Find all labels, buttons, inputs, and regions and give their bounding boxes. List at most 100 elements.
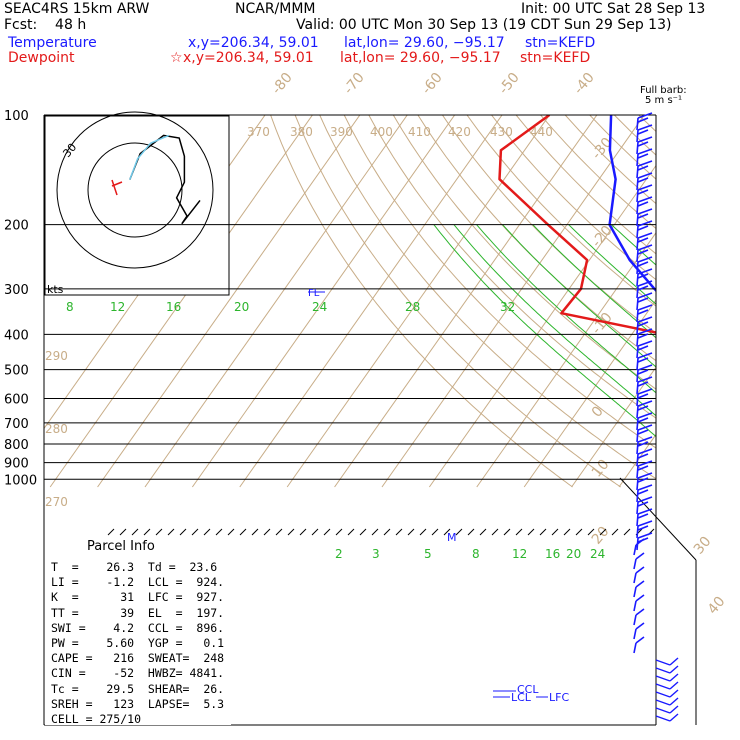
parcel-info-row: LI = -1.2 LCL = 924.	[51, 575, 225, 590]
wind-barb-shaft	[636, 309, 639, 323]
parcel-info-panel: Parcel Info T = 26.3 Td = 23.6 LI = -1.2 …	[45, 537, 231, 727]
hatch-mark	[575, 528, 583, 536]
dewpoint-station: stn=KEFD	[520, 50, 591, 66]
mixing-ratio-label: 8	[472, 547, 480, 561]
series-line-dewpoint	[498, 115, 656, 334]
wind-barb-flag	[637, 261, 649, 267]
hatch-mark	[491, 528, 499, 536]
dry-adiabat-line	[368, 115, 656, 419]
hatch-mark	[527, 528, 535, 536]
mixing-ratio-label: 5	[424, 547, 432, 561]
isotherm-line	[286, 115, 551, 488]
moist-adiabat-label: 28	[405, 300, 420, 314]
wind-barb-flag	[637, 285, 649, 291]
wind-barb-flag	[637, 208, 653, 215]
hatch-mark	[335, 528, 343, 536]
mixing-ratio-label: 12	[512, 547, 527, 561]
hatch-mark	[107, 528, 115, 536]
isotherm-label: 40	[705, 594, 729, 618]
wind-barb-flag	[637, 460, 653, 467]
theta-label: 270	[45, 495, 68, 509]
wind-barb-flag	[635, 594, 645, 602]
wind-barb-flag	[637, 220, 653, 227]
wind-barb-shaft	[636, 285, 639, 299]
hatch-mark	[179, 528, 187, 536]
isotherm-label: -60	[419, 70, 446, 98]
wind-barb-shaft	[633, 642, 637, 654]
wind-barb-shaft	[636, 273, 639, 287]
hatch-mark	[143, 528, 151, 536]
hatch-mark	[239, 528, 247, 536]
dry-adiabat-line	[270, 115, 573, 488]
parcel-info-row: SWI = 4.2 CCL = 896.	[51, 620, 225, 635]
moist-adiabat-line	[476, 224, 656, 394]
hatch-mark	[347, 528, 355, 536]
moist-adiabat-line	[433, 224, 656, 438]
dry-adiabat-line	[688, 115, 740, 487]
wind-barb-shaft	[636, 345, 639, 359]
wind-barb-flag	[635, 608, 645, 616]
dewpoint-location: x,y=206.34, 59.01	[183, 50, 314, 66]
wind-barb-flag	[637, 525, 649, 531]
wind-barb-flag	[637, 273, 649, 279]
wind-barb-flag	[637, 321, 649, 327]
wind-barb-flag	[637, 129, 649, 135]
parcel-info-rows: T = 26.3 Td = 23.6 LI = -1.2 LCL = 924. K …	[51, 560, 224, 727]
wind-barb-flag	[637, 309, 649, 315]
hatch-mark	[395, 528, 403, 536]
wind-barb-flag	[637, 268, 653, 275]
wind-barb-flag	[669, 665, 679, 674]
model-name: SEAC4RS 15km ARW	[4, 1, 150, 17]
wind-barb-flag	[637, 117, 649, 123]
barb-legend-units: 5 m s⁻¹	[645, 95, 682, 106]
wind-barb-flag	[637, 417, 649, 423]
wind-barb-shaft	[636, 177, 639, 191]
hatch-mark	[227, 528, 235, 536]
hatch-mark	[539, 528, 547, 536]
wind-barb-flag	[637, 520, 653, 527]
hodograph-panel	[44, 115, 230, 296]
wind-barb-shaft	[655, 683, 671, 690]
wind-barb-shaft	[633, 600, 637, 612]
isotherm-label: 10	[589, 457, 613, 481]
theta-label: 410	[408, 125, 431, 139]
init-time: Init: 00 UTC Sat 28 Sep 13	[521, 1, 706, 17]
wind-barb-shaft	[636, 525, 639, 539]
isotherm-line	[428, 164, 656, 488]
hatch-mark	[443, 528, 451, 536]
wind-barb-flag	[637, 412, 653, 419]
theta-label: 420	[448, 125, 471, 139]
wind-barb-shaft	[636, 465, 639, 479]
isotherm-line	[334, 115, 598, 488]
barb-legend-label: Full barb:	[640, 85, 687, 96]
parcel-info-row: TT = 39 EL = 197.	[51, 605, 225, 620]
hatch-mark	[155, 528, 163, 536]
pressure-tick-label: 1000	[4, 473, 37, 488]
wind-barb-flag	[637, 477, 649, 483]
pressure-tick-label: 300	[4, 283, 29, 298]
wind-barb-shaft	[636, 393, 639, 407]
wind-barb-flag	[637, 496, 653, 503]
hatch-mark	[503, 528, 511, 536]
wind-barb-shaft	[655, 667, 671, 674]
wind-barb-flag	[637, 345, 649, 351]
wind-barb-shaft	[633, 628, 637, 640]
isotherm-label: 20	[589, 524, 613, 548]
level-ccl-label: CCL	[517, 683, 539, 696]
hatch-mark	[623, 528, 631, 536]
pressure-tick-label: 600	[4, 392, 29, 407]
wind-barb-flag	[669, 657, 679, 666]
wind-barb-flag	[637, 213, 649, 219]
wind-barb-flag	[635, 622, 645, 630]
hatch-mark	[371, 528, 379, 536]
isotherm-label: -40	[571, 70, 598, 98]
wind-barb-flag	[637, 369, 649, 375]
wind-barb-shaft	[636, 369, 639, 383]
wind-barb-shaft	[655, 715, 671, 722]
isotherm-line	[191, 115, 456, 488]
wind-barb-flag	[637, 256, 653, 263]
wind-barb-flag	[637, 436, 653, 443]
parcel-info-row: CELL = 275/10	[51, 712, 142, 727]
temperature-latlon: lat,lon= 29.60, −95.17	[344, 35, 505, 51]
level-lcl-label: LCL	[511, 691, 532, 704]
